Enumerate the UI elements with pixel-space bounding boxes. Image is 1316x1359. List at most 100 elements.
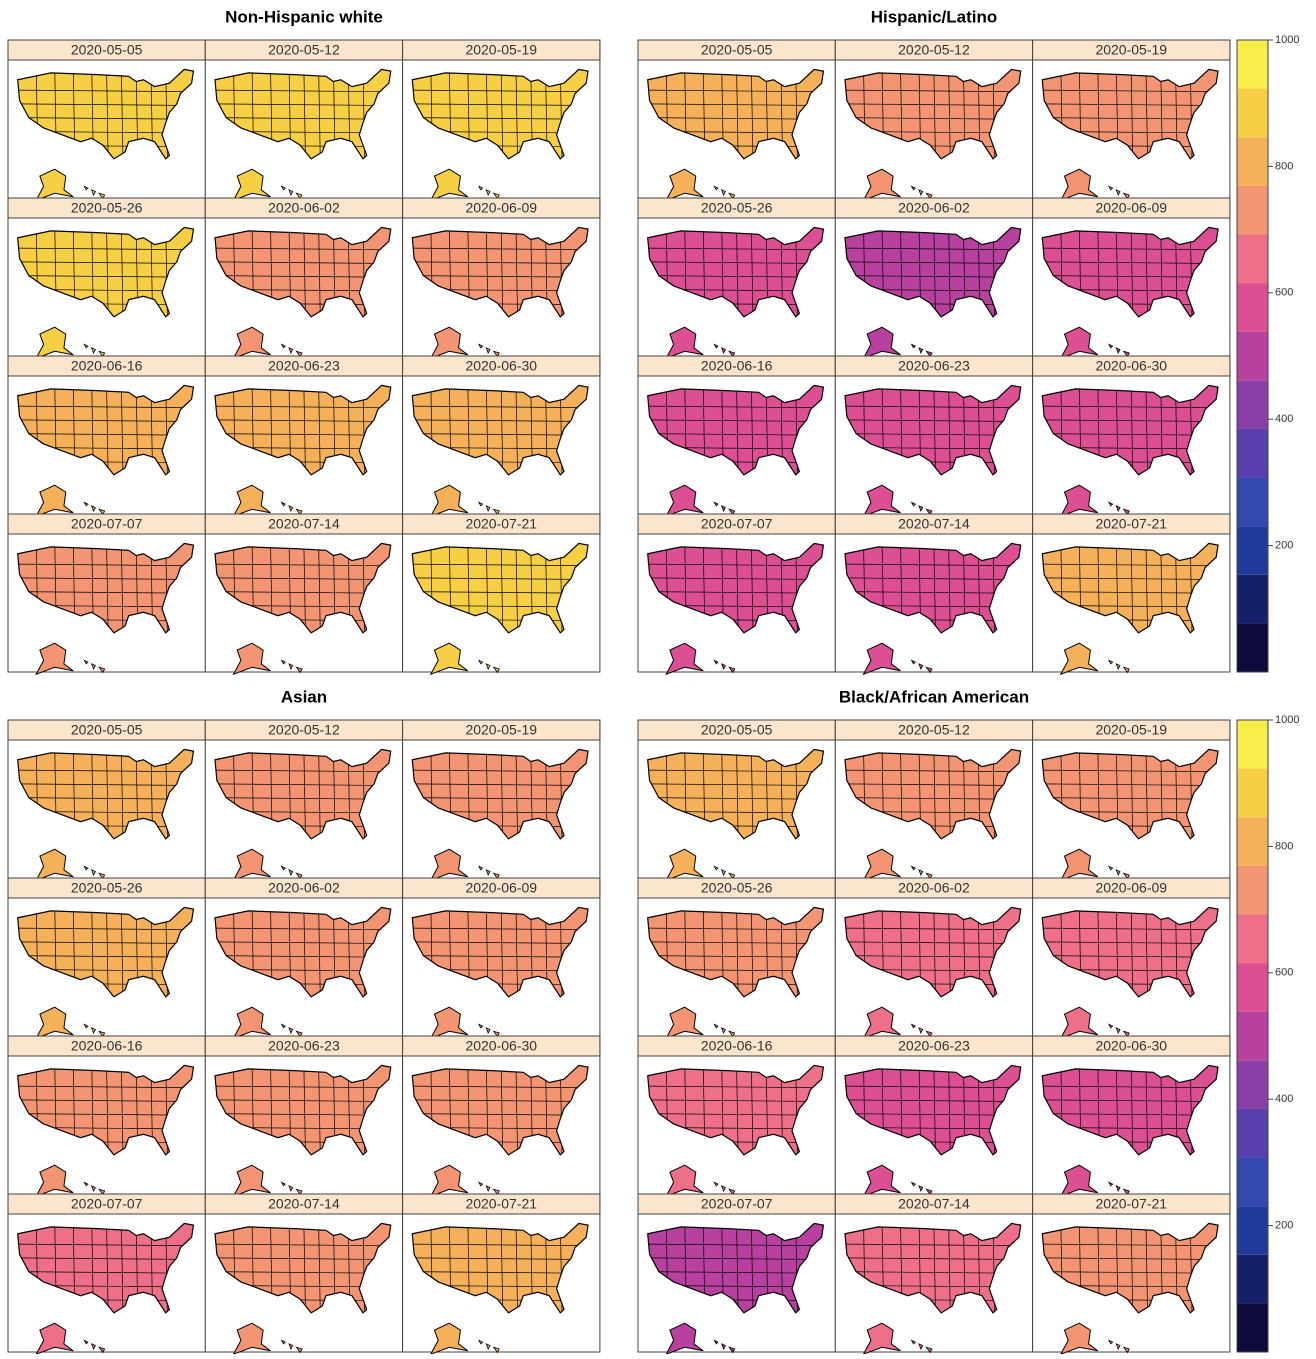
facet-date: 2020-06-16 [701,358,773,374]
colorbar-tick-label: 800 [1275,840,1293,852]
colorbar-band [1237,186,1268,235]
facet-date: 2020-06-30 [1095,358,1167,374]
colorbar-tick-label: 600 [1275,287,1293,299]
colorbar-tick-label: 200 [1275,540,1293,552]
colorbar-band [1237,1158,1268,1207]
facet-date: 2020-05-05 [71,722,143,738]
facet-date: 2020-05-26 [701,200,773,216]
facet: 2020-06-16 [638,356,835,516]
facet-date: 2020-07-07 [71,1196,143,1212]
facet: 2020-05-19 [1033,720,1230,880]
facet: 2020-07-14 [205,1194,402,1354]
colorbar-band [1237,234,1268,283]
facet: 2020-05-12 [205,40,402,200]
facet: 2020-06-30 [1033,356,1230,516]
facet: 2020-05-26 [638,198,835,358]
facet: 2020-06-23 [205,1036,402,1196]
facet-date: 2020-05-19 [465,42,537,58]
facet: 2020-06-16 [8,356,205,516]
facet-date: 2020-06-23 [268,1038,340,1054]
facet-date: 2020-07-07 [701,1196,773,1212]
facet: 2020-07-07 [8,1194,205,1354]
colorbar-tick-label: 800 [1275,160,1293,172]
colorbar-band [1237,332,1268,381]
facet: 2020-06-16 [638,1036,835,1196]
facet-date: 2020-07-14 [268,516,340,532]
facet: 2020-06-30 [403,1036,600,1196]
facet-date: 2020-05-05 [701,42,773,58]
colorbar-band [1237,1255,1268,1304]
facet-date: 2020-07-21 [1095,516,1167,532]
facet: 2020-05-12 [205,720,402,880]
facet: 2020-06-02 [205,878,402,1038]
facet: 2020-07-21 [403,514,600,674]
facet: 2020-06-02 [205,198,402,358]
colorbar-band [1237,137,1268,186]
facet: 2020-05-05 [638,40,835,200]
facet-date: 2020-06-09 [1095,880,1167,896]
colorbar-tick-label: 1000 [1275,34,1299,46]
panel-title: Hispanic/Latino [871,7,998,26]
panel-title: Non-Hispanic white [225,7,383,26]
colorbar-band [1237,817,1268,866]
facet-date: 2020-05-26 [701,880,773,896]
facet: 2020-06-16 [8,1036,205,1196]
facet-date: 2020-06-09 [1095,200,1167,216]
facet: 2020-05-12 [835,720,1032,880]
facet: 2020-06-09 [403,878,600,1038]
facet-date: 2020-06-09 [465,200,537,216]
facet: 2020-06-09 [403,198,600,358]
facet-date: 2020-07-07 [71,516,143,532]
facet-date: 2020-05-19 [1095,42,1167,58]
facet-date: 2020-06-30 [1095,1038,1167,1054]
facet-date: 2020-05-12 [898,722,970,738]
colorbar-band [1237,429,1268,478]
facet: 2020-07-14 [835,1194,1032,1354]
facet-date: 2020-06-16 [71,358,143,374]
facet: 2020-06-30 [403,356,600,516]
facet-date: 2020-06-16 [71,1038,143,1054]
facet: 2020-07-07 [638,1194,835,1354]
colorbar-band [1237,283,1268,332]
colorbar-band [1237,1012,1268,1061]
colorbar-tick-label: 600 [1275,967,1293,979]
colorbar-band [1237,40,1268,89]
colorbar-band [1237,914,1268,963]
panel-title: Asian [281,687,327,706]
facet: 2020-05-26 [8,198,205,358]
facet: 2020-06-23 [835,356,1032,516]
facet-date: 2020-07-21 [465,516,537,532]
colorbar-band [1237,380,1268,429]
colorbar-band [1237,769,1268,818]
facet-date: 2020-05-19 [1095,722,1167,738]
colorbar-band [1237,575,1268,624]
facet: 2020-05-19 [1033,40,1230,200]
facet: 2020-06-09 [1033,198,1230,358]
facet: 2020-05-26 [638,878,835,1038]
facet: 2020-05-19 [403,40,600,200]
facet-date: 2020-06-16 [701,1038,773,1054]
facet-date: 2020-06-09 [465,880,537,896]
facet: 2020-05-19 [403,720,600,880]
facet: 2020-07-21 [403,1194,600,1354]
colorbar-band [1237,1060,1268,1109]
facet-date: 2020-06-02 [898,880,970,896]
facet-date: 2020-06-02 [268,880,340,896]
facet-date: 2020-05-12 [268,42,340,58]
facet: 2020-05-05 [8,720,205,880]
colorbar-band [1237,720,1268,769]
colorbar-band [1237,478,1268,527]
colorbar-band [1237,963,1268,1012]
facet-date: 2020-06-30 [465,358,537,374]
facet-date: 2020-05-19 [465,722,537,738]
facet: 2020-07-21 [1033,514,1230,674]
facet: 2020-07-14 [835,514,1032,674]
colorbar-band [1237,526,1268,575]
colorbar-band [1237,1303,1268,1352]
facet-date: 2020-07-21 [1095,1196,1167,1212]
facet-date: 2020-05-26 [71,200,143,216]
facet-date: 2020-05-12 [268,722,340,738]
facet-date: 2020-06-02 [268,200,340,216]
facet: 2020-07-21 [1033,1194,1230,1354]
facet-date: 2020-07-14 [268,1196,340,1212]
